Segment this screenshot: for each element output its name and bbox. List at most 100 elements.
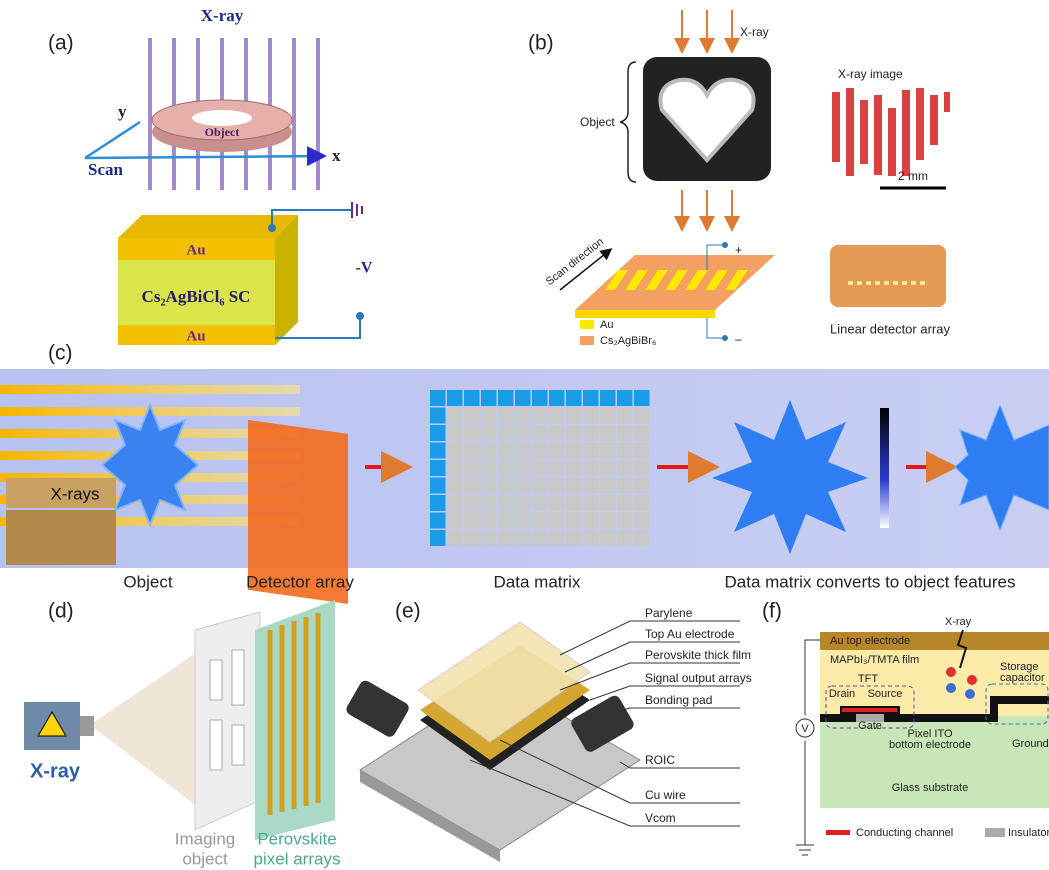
matrix-cell xyxy=(515,477,531,494)
matrix-cell xyxy=(617,477,633,494)
matrix-cell xyxy=(600,425,616,441)
brace xyxy=(619,61,637,183)
matrix-cell xyxy=(532,425,548,441)
panel-label: (a) xyxy=(48,32,74,55)
heart xyxy=(658,77,756,163)
caption: Detector array xyxy=(246,572,354,591)
panel-f: (f) V Au top electrode X-ray MAPbI₃/TMTA… xyxy=(762,600,1049,856)
matrix-cell xyxy=(549,460,565,476)
matrix-cell xyxy=(634,495,650,511)
matrix-cell xyxy=(532,477,548,494)
panel-c: (c) X-rays Object Detector array Data ma… xyxy=(0,342,1049,604)
xray-bolt xyxy=(956,629,968,669)
matrix-cell xyxy=(634,460,650,476)
matrix-cell xyxy=(634,425,650,441)
source-label: Source xyxy=(868,688,903,700)
matrix-cell xyxy=(447,477,463,494)
tft-label: TFT xyxy=(858,673,878,685)
electron xyxy=(946,683,956,693)
matrix-cell xyxy=(464,390,480,406)
matrix-cell xyxy=(634,477,650,494)
matrix-cell xyxy=(566,530,582,546)
matrix-cell xyxy=(430,512,446,529)
crystal-side xyxy=(275,215,298,345)
hole xyxy=(946,667,956,677)
callout-label: Bonding pad xyxy=(645,693,712,707)
callout-label: Parylene xyxy=(645,606,693,620)
scale-label: 2 mm xyxy=(898,169,928,183)
crystal-label: Cs₂AgBiCl₆ SC xyxy=(142,287,251,306)
matrix-cell xyxy=(447,407,463,424)
matrix-cell xyxy=(583,477,599,494)
matrix-cell xyxy=(481,460,497,476)
matrix-cell xyxy=(617,407,633,424)
matrix-cell xyxy=(549,442,565,459)
colorbar xyxy=(880,408,889,528)
matrix-cell xyxy=(600,460,616,476)
matrix-cell xyxy=(617,390,633,406)
matrix-cell xyxy=(447,512,463,529)
au-label: Au xyxy=(186,242,205,258)
matrix-cell xyxy=(617,442,633,459)
y-axis xyxy=(84,120,141,160)
matrix-cell xyxy=(515,495,531,511)
matrix-cell xyxy=(532,495,548,511)
callouts: Parylene Top Au electrode Perovskite thick… xyxy=(469,606,752,827)
matrix-cell xyxy=(600,407,616,424)
pixel-label: Pixel ITO xyxy=(907,728,952,740)
matrix-cell xyxy=(430,530,446,546)
contact xyxy=(722,335,728,341)
matrix-cell xyxy=(583,512,599,529)
matrix-cell xyxy=(566,442,582,459)
object-label: Object xyxy=(205,125,240,139)
reconstructed-star xyxy=(712,400,868,554)
matrix-cell xyxy=(566,460,582,476)
leader-line xyxy=(564,641,740,673)
x-axis-label: x xyxy=(332,146,341,165)
matrix-cell xyxy=(430,442,446,459)
au-layer xyxy=(575,310,715,318)
wire xyxy=(706,318,722,339)
panel-e: (e) Parylene Top Au electrode Perovskite t… xyxy=(346,600,752,862)
matrix-cell xyxy=(617,530,633,546)
matrix-cell xyxy=(498,460,514,476)
leader-line xyxy=(619,761,740,769)
capacitor-box xyxy=(985,683,1049,725)
callout-label: Perovskite thick film xyxy=(645,648,751,662)
electron xyxy=(965,689,975,699)
object-star xyxy=(100,402,200,528)
leader-line xyxy=(589,707,740,721)
parylene xyxy=(417,621,591,743)
matrix-cell xyxy=(515,530,531,546)
caption: Data matrix converts to object features xyxy=(724,572,1015,591)
matrix-cell xyxy=(617,495,633,511)
matrix-cell xyxy=(600,530,616,546)
source-label: X-ray xyxy=(30,760,81,782)
panel-d: (d) X-ray Imaging object Perovskite pixe… xyxy=(24,600,340,868)
imaging-object xyxy=(194,611,261,831)
capacitor-label: capacitor xyxy=(1000,672,1045,684)
legend-label: Cs₂AgBiBr₆ xyxy=(600,335,656,347)
plus-label: + xyxy=(735,243,742,257)
matrix-cell xyxy=(549,495,565,511)
matrix-cell xyxy=(532,407,548,424)
matrix-cell xyxy=(498,530,514,546)
matrix-cell xyxy=(498,512,514,529)
callout-label: Vcom xyxy=(645,811,676,825)
matrix-cell xyxy=(481,407,497,424)
matrix-cell xyxy=(532,442,548,459)
matrix-cell xyxy=(515,512,531,529)
panel-a: (a) X-ray Object y Scan x Au Cs₂AgBiCl₆ … xyxy=(48,6,373,345)
scan-direction: Scan direction xyxy=(544,236,606,288)
scan-label: Scan xyxy=(88,160,124,179)
matrix-cell xyxy=(634,512,650,529)
matrix-cell xyxy=(532,512,548,529)
data-matrix xyxy=(430,390,650,546)
matrix-cell xyxy=(481,390,497,406)
matrix-cell xyxy=(583,530,599,546)
leader-line xyxy=(559,662,740,691)
matrix-cell xyxy=(481,477,497,494)
panel-label: (c) xyxy=(48,342,73,365)
inset-photo xyxy=(6,510,116,565)
contact xyxy=(356,312,364,320)
